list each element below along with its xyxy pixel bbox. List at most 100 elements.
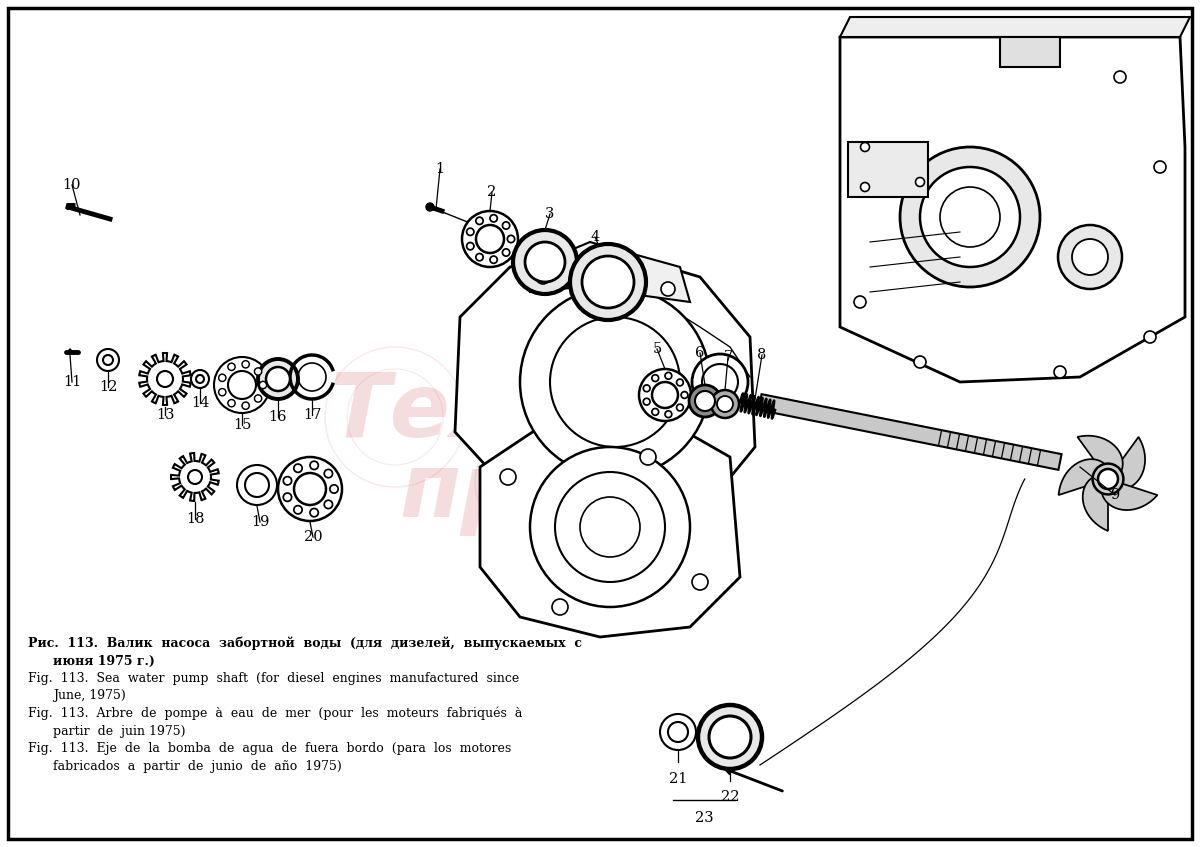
Circle shape [1072,239,1108,275]
Text: 11: 11 [62,375,82,389]
Circle shape [490,256,497,263]
Circle shape [242,402,250,409]
Circle shape [294,473,326,505]
Circle shape [665,373,672,379]
Circle shape [426,203,434,211]
Circle shape [490,214,497,222]
Circle shape [1092,463,1123,495]
Circle shape [536,270,550,284]
Circle shape [640,449,656,465]
Circle shape [582,256,634,308]
Circle shape [310,462,318,469]
Circle shape [643,385,650,391]
Circle shape [526,242,565,282]
Circle shape [570,244,646,320]
Circle shape [682,391,688,398]
Circle shape [1054,366,1066,378]
Text: 16: 16 [269,410,287,424]
Circle shape [278,457,342,521]
Circle shape [860,182,870,191]
Text: Рис.  113.  Валик  насоса  забортной  воды  (для  дизелей,  выпускаемых  с: Рис. 113. Валик насоса забортной воды (д… [28,637,582,650]
Polygon shape [1078,435,1123,479]
Circle shape [710,390,739,418]
Circle shape [1144,331,1156,343]
Circle shape [698,705,762,769]
Circle shape [1154,161,1166,173]
Circle shape [462,211,518,267]
Circle shape [476,253,484,261]
Circle shape [254,395,262,402]
Circle shape [103,355,113,365]
Polygon shape [840,37,1186,382]
Circle shape [692,574,708,590]
Polygon shape [455,247,755,512]
Text: fabricados  a  partir  de  junio  de  año  1975): fabricados a partir de junio de año 1975… [53,760,342,772]
Polygon shape [1058,459,1108,495]
Text: 22: 22 [721,790,739,804]
Circle shape [476,217,484,224]
Circle shape [514,230,577,294]
Circle shape [665,411,672,418]
Circle shape [677,379,683,386]
Circle shape [218,389,226,396]
Circle shape [266,367,290,391]
Circle shape [254,368,262,375]
Circle shape [324,501,332,508]
Circle shape [467,228,474,235]
Circle shape [652,382,678,408]
Circle shape [916,178,924,186]
Circle shape [503,222,510,230]
Polygon shape [840,17,1190,37]
Text: пресс: пресс [400,449,690,535]
Text: 12: 12 [98,380,118,394]
Circle shape [900,147,1040,287]
Circle shape [692,354,748,410]
Circle shape [188,470,202,484]
Text: 19: 19 [251,515,269,529]
Text: 17: 17 [302,408,322,422]
Circle shape [310,508,318,517]
Circle shape [1114,71,1126,83]
Polygon shape [530,242,690,302]
Circle shape [709,716,751,758]
Circle shape [1098,469,1118,489]
Text: 21: 21 [668,772,688,786]
Circle shape [940,187,1000,247]
Text: 2: 2 [487,185,497,199]
Circle shape [157,371,173,387]
Polygon shape [1000,37,1060,67]
Circle shape [661,282,674,296]
Text: Техно: Техно [330,368,630,456]
Text: 6: 6 [695,346,704,360]
Polygon shape [758,394,1062,470]
Text: 14: 14 [191,396,209,410]
Text: 18: 18 [186,512,204,526]
Text: 5: 5 [653,342,661,356]
Circle shape [689,385,721,417]
Circle shape [238,465,277,505]
Circle shape [500,469,516,485]
Circle shape [854,296,866,308]
Text: 23: 23 [695,811,713,825]
Circle shape [640,369,691,421]
Circle shape [552,599,568,615]
Circle shape [914,356,926,368]
Circle shape [660,714,696,750]
Circle shape [920,167,1020,267]
Circle shape [259,381,266,389]
Text: июня 1975 г.): июня 1975 г.) [53,655,155,667]
Circle shape [718,396,733,412]
Bar [848,142,928,197]
Polygon shape [1108,437,1145,490]
Circle shape [258,359,298,399]
Circle shape [554,472,665,582]
Circle shape [214,357,270,413]
Circle shape [668,722,688,742]
Text: 9: 9 [1110,488,1120,502]
Text: 10: 10 [62,178,82,192]
Text: 13: 13 [156,408,174,422]
Polygon shape [1082,477,1108,531]
Text: 3: 3 [545,207,554,221]
Circle shape [695,391,715,411]
Circle shape [476,225,504,253]
